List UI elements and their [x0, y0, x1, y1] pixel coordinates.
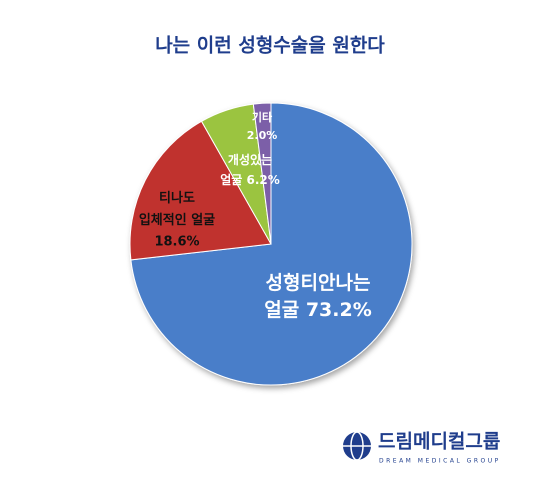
category-label: 성형티안나는: [266, 272, 371, 294]
slice-label: 입체적인 얼굴: [139, 212, 215, 228]
logo-tagline: DREAM MEDICAL GROUP: [379, 458, 501, 465]
slice-label: 기타: [252, 110, 273, 124]
category-label: 얼굴: [220, 173, 242, 187]
category-label: 티나도: [159, 190, 195, 206]
value-label: 6.2%: [247, 173, 280, 187]
category-label: 기타: [252, 110, 273, 124]
logo-name: 드림메디컬그룹: [378, 431, 500, 453]
category-label: 개성있는: [228, 153, 272, 167]
pie-slice: [129, 120, 272, 261]
pie-slice: [252, 102, 272, 245]
slice-label: 얼굴 73.2%: [264, 299, 372, 321]
value-label: 73.2%: [306, 299, 372, 321]
logo: 드림메디컬그룹 DREAM MEDICAL GROUP: [343, 431, 501, 465]
category-label: 입체적인 얼굴: [139, 212, 215, 228]
slice-label: 얼굴 6.2%: [220, 173, 280, 187]
value-label: 2.0%: [247, 129, 278, 142]
value-label: 18.6%: [154, 235, 199, 250]
category-label: 얼굴: [264, 299, 299, 321]
chart-title: 나는 이런 성형수술을 원한다: [155, 35, 385, 57]
slice-label: 성형티안나는: [266, 272, 371, 294]
pie: [129, 102, 413, 386]
slice-label: 티나도: [159, 190, 195, 206]
slice-label: 개성있는: [228, 153, 272, 167]
